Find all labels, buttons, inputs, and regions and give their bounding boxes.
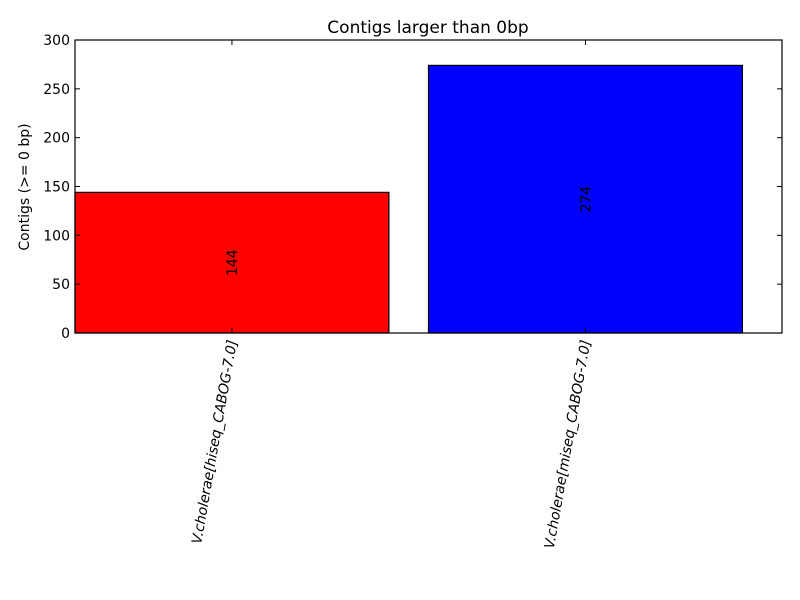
y-tick-label: 250 bbox=[43, 82, 70, 98]
x-tick-label: V.cholerae[miseq_CABOG-7.0] bbox=[542, 339, 594, 550]
x-tick-label: V.cholerae[hiseq_CABOG-7.0] bbox=[189, 339, 241, 545]
y-tick-label: 0 bbox=[61, 326, 70, 342]
bar bbox=[74, 191, 390, 334]
y-axis-label: Contigs (>= 0 bp) bbox=[17, 123, 33, 250]
plot-frame bbox=[74, 39, 783, 334]
bar-value-label: 274 bbox=[578, 186, 594, 213]
y-tick-label: 150 bbox=[43, 180, 70, 196]
y-tick-label: 300 bbox=[43, 33, 70, 49]
y-tick-label: 200 bbox=[43, 131, 70, 147]
bar bbox=[427, 64, 744, 334]
bars-layer bbox=[74, 64, 744, 334]
bar-value-label: 144 bbox=[225, 249, 241, 276]
y-tick-label: 50 bbox=[52, 277, 70, 293]
chart-title: Contigs larger than 0bp bbox=[327, 18, 528, 38]
y-tick-label: 100 bbox=[43, 228, 70, 244]
